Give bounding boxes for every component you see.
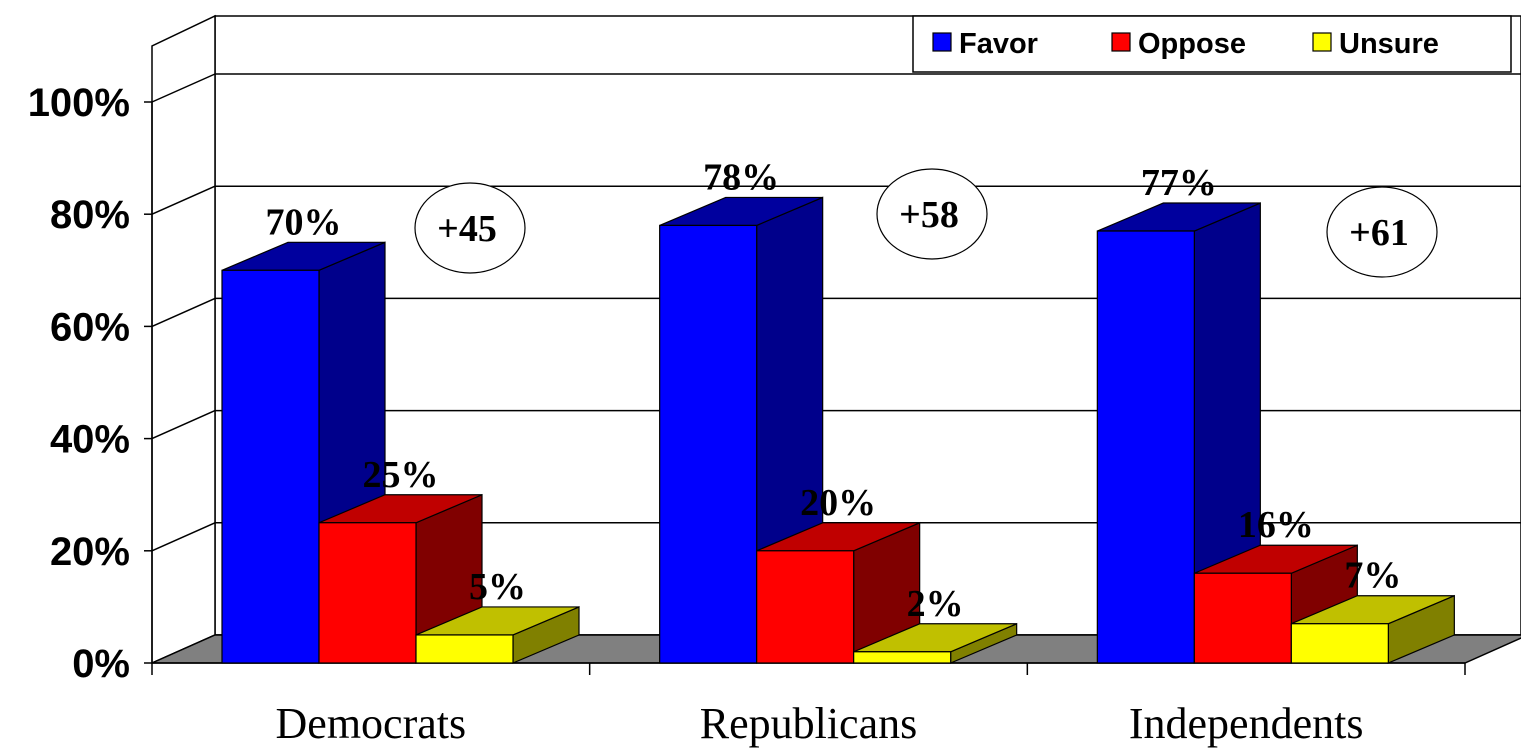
bar-front (221, 269, 320, 664)
net-ellipse (1326, 186, 1438, 278)
bar-unsure-republicans (853, 622, 1018, 664)
x-axis: Democrats Republicans Independents (151, 662, 1466, 748)
bar-front (415, 634, 514, 664)
y-tick-label: 40% (50, 418, 130, 462)
bar-oppose-republicans (756, 521, 921, 664)
side-wall (151, 14, 216, 665)
net-label-democrats: +45 (414, 182, 526, 274)
bar-favor-independents (1096, 202, 1261, 664)
data-label: 25% (363, 454, 439, 496)
net-ellipse (414, 182, 526, 274)
data-label: 77% (1141, 162, 1217, 204)
bar-front (853, 651, 952, 664)
legend-swatch-oppose (1111, 32, 1131, 52)
net-label-republicans: +58 (876, 168, 988, 260)
legend-label-unsure: Unsure (1339, 28, 1439, 60)
bar-front (659, 224, 758, 664)
gridline-side (151, 409, 216, 440)
legend-label-oppose: Oppose (1138, 28, 1246, 60)
legend-box (912, 15, 1512, 73)
gridline-side (151, 522, 216, 552)
bars (221, 196, 1455, 664)
y-tick-label: 0% (72, 642, 130, 686)
bar-front (1290, 623, 1389, 664)
x-tick-label: Republicans (700, 699, 918, 748)
bar-oppose-democrats (318, 493, 483, 664)
gridline-side (151, 185, 216, 215)
x-tick-label: Independents (1129, 699, 1364, 748)
net-labels: +45 +58 +61 (414, 168, 1438, 278)
y-tick-label: 100% (28, 81, 130, 125)
data-label: 16% (1238, 504, 1314, 546)
y-tick-label: 60% (50, 305, 130, 349)
legend-swatch-unsure (1312, 32, 1332, 52)
bar-front (318, 522, 417, 664)
data-labels: 70% 25% 5% 78% 20% 2% 77% 16% 7% (266, 156, 1402, 624)
x-tick-label: Democrats (276, 699, 467, 748)
net-ellipse (876, 168, 988, 260)
bar-favor-democrats (221, 241, 386, 664)
data-label: 2% (907, 583, 964, 625)
bar-front (756, 550, 855, 664)
data-label: 70% (266, 201, 342, 243)
legend-swatch-favor (932, 32, 952, 52)
y-tick-label: 80% (50, 193, 130, 237)
data-label: 7% (1344, 555, 1401, 597)
gridline-side (151, 73, 216, 103)
net-label-independents: +61 (1326, 186, 1438, 278)
data-label: 78% (703, 156, 779, 198)
data-label: 20% (800, 482, 876, 524)
net-label-text: +58 (899, 194, 959, 236)
bar-unsure-democrats (415, 606, 580, 664)
y-tick-label: 20% (50, 530, 130, 574)
bar-unsure-independents (1290, 594, 1455, 664)
data-label: 5% (469, 566, 526, 608)
bar-front (1193, 572, 1292, 664)
legend: Favor Oppose Unsure (912, 15, 1512, 73)
legend-label-favor: Favor (959, 28, 1038, 60)
net-label-text: +61 (1349, 212, 1409, 254)
net-label-text: +45 (437, 208, 497, 250)
y-axis: 0% 20% 40% 60% 80% 100% (28, 81, 153, 686)
gridline-side (151, 297, 216, 328)
bar-front (1096, 230, 1195, 664)
